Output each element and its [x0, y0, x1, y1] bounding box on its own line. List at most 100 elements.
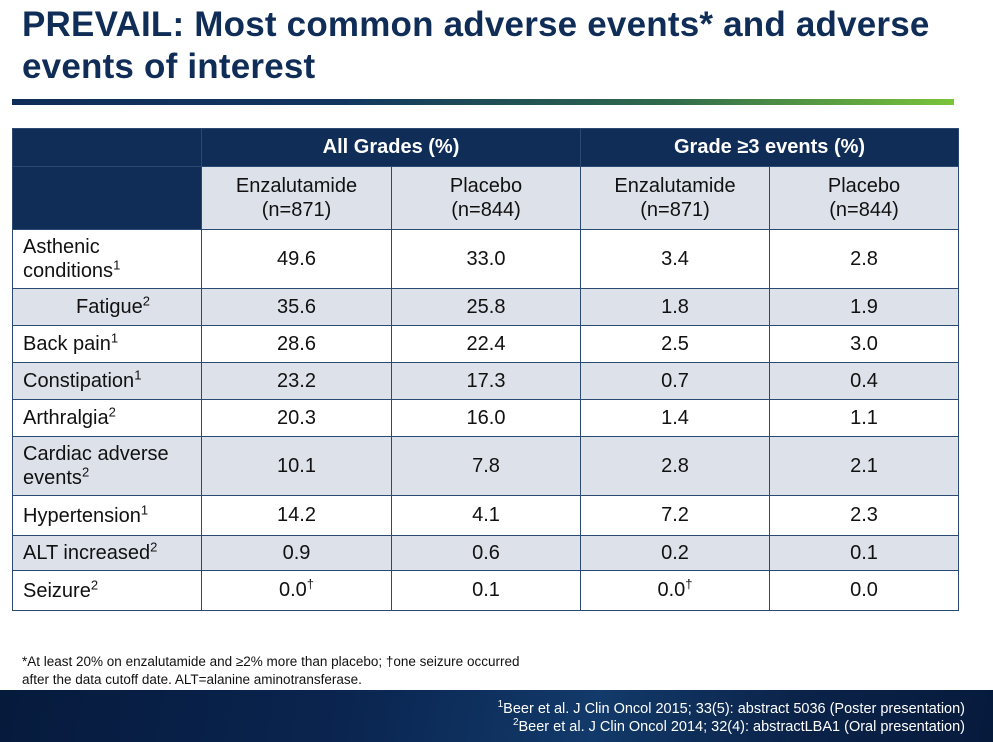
table-cell: 2.3: [769, 495, 960, 536]
table-row: Fatigue2 35.6 25.8 1.8 1.9: [12, 288, 960, 326]
table-cell: 1.4: [580, 399, 771, 437]
header-corner-lower: [12, 166, 202, 230]
table-cell: 2.5: [580, 325, 771, 363]
table-cell: 2.8: [580, 436, 771, 496]
column-n: (n=844): [829, 199, 899, 221]
table-cell: 0.1: [390, 570, 582, 611]
table-cell: 1.1: [769, 399, 960, 437]
table-cell: 0.9: [201, 535, 392, 571]
column-header: Placebo (n=844): [769, 166, 960, 230]
row-label: ALT increased2: [12, 535, 202, 571]
column-header: Enzalutamide (n=871): [580, 166, 771, 230]
row-label-text: Hypertension: [23, 504, 141, 527]
column-header: Placebo (n=844): [390, 166, 582, 230]
reference-text: Beer et al. J Clin Oncol 2015; 33(5): ab…: [503, 701, 965, 717]
column-name: Enzalutamide: [614, 175, 736, 197]
table-cell: 10.1: [201, 436, 392, 496]
table-row: Back pain1 28.6 22.4 2.5 3.0: [12, 325, 960, 363]
table-cell: 3.0: [769, 325, 960, 363]
cell-value: 35.6: [277, 295, 316, 318]
column-name: Placebo: [827, 175, 901, 197]
title-divider: [12, 99, 954, 105]
table-cell: 1.8: [580, 288, 771, 326]
table-cell: 7.8: [390, 436, 582, 496]
table-cell: 25.8: [390, 288, 582, 326]
table-cell: 0.0†: [580, 570, 771, 611]
row-label-text: Back pain: [23, 333, 111, 355]
reference-sup: 2: [108, 404, 116, 420]
cell-value: 7.8: [472, 454, 500, 477]
row-label: Cardiac adverse events2: [12, 436, 202, 496]
cell-value: 16.0: [466, 406, 506, 429]
cell-value: 2.8: [850, 247, 878, 270]
table-cell: 0.7: [580, 362, 771, 400]
cell-value: 1.4: [661, 406, 689, 429]
table-cell: 14.2: [201, 495, 392, 536]
reference-sup: 2: [150, 539, 158, 555]
cell-value: 2.8: [661, 454, 689, 477]
table-cell: 0.6: [390, 535, 582, 571]
table-cell: 20.3: [201, 399, 392, 437]
cell-value: 7.2: [661, 504, 689, 526]
table-cell: 16.0: [390, 399, 582, 437]
reference-line: 2Beer et al. J Clin Oncol 2014; 32(4): a…: [345, 718, 965, 736]
row-label-text: Seizure: [23, 579, 91, 602]
row-label: Fatigue2: [12, 288, 202, 326]
cell-value: 20.3: [277, 406, 316, 429]
table-cell: 7.2: [580, 495, 771, 536]
row-label-text: Arthralgia: [23, 407, 109, 429]
adverse-events-table: All Grades (%) Grade ≥3 events (%) Enzal…: [12, 128, 960, 611]
cell-value: 0.1: [472, 579, 500, 601]
table-row: Seizure2 0.0† 0.1 0.0† 0.0: [12, 570, 960, 611]
table-row: Hypertension1 14.2 4.1 7.2 2.3: [12, 495, 960, 536]
footer-band: [0, 690, 993, 742]
reference-number: 1: [497, 699, 504, 711]
cell-value: 33.0: [466, 247, 506, 270]
table-row: Constipation1 23.2 17.3 0.7 0.4: [12, 362, 960, 400]
dagger-mark: †: [685, 576, 693, 592]
table-cell: 49.6: [201, 229, 392, 289]
table-cell: 0.4: [769, 362, 960, 400]
reference-line: 1Beer et al. J Clin Oncol 2015; 33(5): a…: [345, 700, 965, 718]
cell-value: 0.2: [661, 541, 689, 564]
table-row: ALT increased2 0.9 0.6 0.2 0.1: [12, 535, 960, 571]
reference-number: 2: [512, 717, 519, 729]
cell-value: 3.4: [661, 247, 689, 270]
row-label-text: Cardiac adverse events: [23, 443, 169, 489]
table-row: Asthenic conditions1 49.6 33.0 3.4 2.8: [12, 229, 960, 289]
column-name: Enzalutamide: [235, 175, 358, 197]
cell-value: 1.9: [850, 295, 878, 318]
row-label: Back pain1: [12, 325, 202, 363]
row-label-text: ALT increased: [23, 542, 151, 564]
reference-sup: 2: [142, 293, 150, 309]
dagger-mark: †: [306, 576, 315, 592]
cell-value: 28.6: [277, 332, 316, 355]
row-label: Seizure2: [12, 570, 202, 611]
cell-value: 25.8: [466, 295, 506, 318]
cell-value: 2.1: [850, 454, 878, 477]
footnote-line: after the data cutoff date. ALT=alanine …: [22, 672, 362, 687]
row-label: Constipation1: [12, 362, 202, 400]
footnote-line: *At least 20% on enzalutamide and ≥2% mo…: [22, 654, 520, 669]
row-label: Arthralgia2: [12, 399, 202, 437]
cell-value: 0.7: [661, 369, 689, 392]
table-cell: 2.1: [769, 436, 960, 496]
cell-value: 2.5: [661, 332, 689, 355]
reference-sup: 2: [90, 576, 99, 592]
table-cell: 23.2: [201, 362, 392, 400]
cell-value: 23.2: [277, 369, 316, 392]
table-footnote: *At least 20% on enzalutamide and ≥2% mo…: [22, 653, 642, 689]
cell-value: 4.1: [472, 504, 500, 526]
cell-value: 0.4: [850, 369, 878, 392]
column-header: Enzalutamide (n=871): [201, 166, 392, 230]
row-label: Asthenic conditions1: [12, 229, 202, 289]
reference-sup: 2: [81, 464, 90, 480]
column-n: (n=871): [261, 199, 332, 221]
table-cell: 17.3: [390, 362, 582, 400]
reference-sup: 1: [134, 367, 142, 383]
group-header-grade3: Grade ≥3 events (%): [580, 128, 960, 167]
cell-value: 0.0: [657, 579, 686, 601]
table-row: Arthralgia2 20.3 16.0 1.4 1.1: [12, 399, 960, 437]
table-cell: 35.6: [201, 288, 392, 326]
table-row: Cardiac adverse events2 10.1 7.8 2.8 2.1: [12, 436, 960, 496]
